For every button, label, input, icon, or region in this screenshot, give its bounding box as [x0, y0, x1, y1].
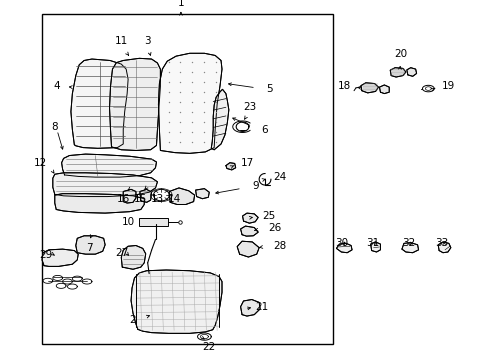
Polygon shape	[237, 241, 259, 257]
Polygon shape	[360, 83, 378, 93]
Text: 7: 7	[85, 243, 92, 253]
Text: 29: 29	[39, 250, 53, 260]
Text: 26: 26	[267, 223, 281, 233]
Text: 16: 16	[116, 194, 130, 204]
Text: 17: 17	[240, 158, 253, 168]
Polygon shape	[379, 85, 388, 94]
Polygon shape	[42, 249, 78, 266]
Text: 21: 21	[255, 302, 268, 312]
Text: 18: 18	[337, 81, 350, 91]
Text: 20: 20	[394, 49, 407, 59]
Polygon shape	[55, 194, 144, 213]
Text: 4: 4	[53, 81, 60, 91]
Text: 32: 32	[401, 238, 415, 248]
Text: 27: 27	[115, 248, 129, 258]
Text: 5: 5	[266, 84, 273, 94]
Polygon shape	[211, 89, 228, 150]
Polygon shape	[370, 242, 380, 252]
Polygon shape	[61, 154, 156, 177]
Polygon shape	[121, 246, 145, 269]
Polygon shape	[131, 270, 222, 333]
Text: 2: 2	[129, 315, 136, 325]
Polygon shape	[158, 53, 222, 153]
Polygon shape	[401, 243, 418, 253]
Text: 19: 19	[441, 81, 454, 91]
Polygon shape	[71, 59, 128, 148]
Polygon shape	[240, 226, 258, 236]
Polygon shape	[169, 188, 194, 204]
Polygon shape	[242, 213, 258, 223]
Text: 22: 22	[202, 342, 216, 352]
Bar	[41, 14, 332, 344]
Text: 14: 14	[167, 194, 181, 204]
Polygon shape	[195, 189, 209, 199]
Polygon shape	[123, 189, 136, 203]
Polygon shape	[76, 236, 105, 254]
Polygon shape	[240, 300, 260, 316]
Bar	[139, 218, 167, 226]
Text: 23: 23	[242, 102, 256, 112]
Polygon shape	[140, 189, 151, 202]
Text: 8: 8	[51, 122, 58, 132]
Polygon shape	[336, 243, 351, 253]
Text: 10: 10	[122, 217, 135, 227]
Polygon shape	[389, 68, 405, 77]
Text: 15: 15	[134, 194, 147, 204]
Polygon shape	[225, 163, 235, 170]
Text: 3: 3	[144, 36, 151, 46]
Polygon shape	[109, 58, 160, 150]
Text: 33: 33	[434, 238, 448, 248]
Polygon shape	[406, 68, 416, 76]
Text: 28: 28	[272, 240, 285, 251]
Polygon shape	[437, 242, 450, 253]
Text: 12: 12	[34, 158, 47, 168]
Text: 6: 6	[261, 125, 268, 135]
Text: 24: 24	[272, 172, 285, 182]
Polygon shape	[53, 173, 157, 197]
Text: 13: 13	[150, 194, 164, 204]
Text: 11: 11	[114, 36, 128, 46]
Text: 30: 30	[334, 238, 347, 248]
Text: 1: 1	[177, 0, 184, 8]
Text: 9: 9	[252, 181, 259, 192]
Text: 31: 31	[365, 238, 379, 248]
Text: 25: 25	[262, 211, 275, 221]
